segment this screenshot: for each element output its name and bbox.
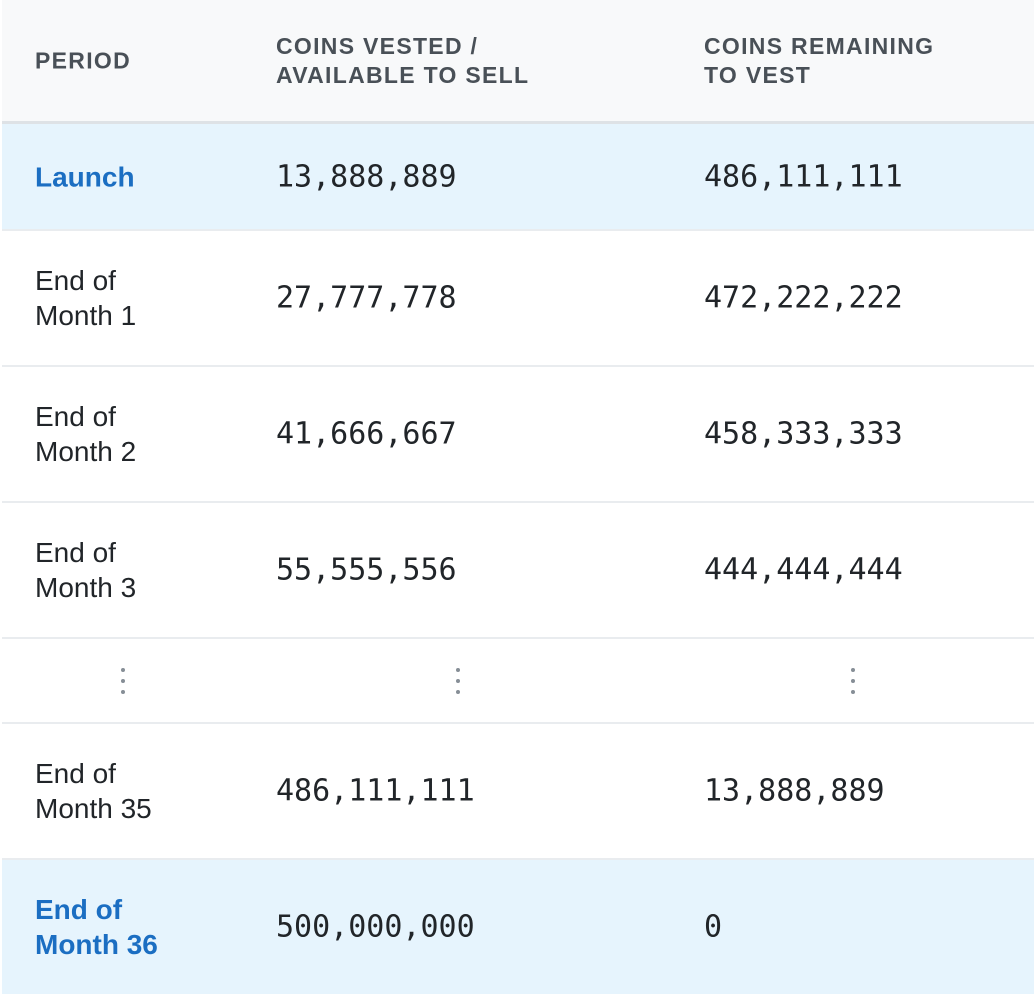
remaining-cell: 472,222,222 [704,280,903,316]
vested-cell: 41,666,667 [276,416,457,452]
table-row-launch: Launch 13,888,889 486,111,111 [2,124,1034,231]
vested-cell: 486,111,111 [276,773,475,809]
period-cell: End of Month 2 [35,399,235,469]
period-cell: End of Month 3 [35,535,235,605]
table-row-month-35: End of Month 35 486,111,111 13,888,889 [2,724,1034,860]
vested-cell: 13,888,889 [276,159,457,194]
vested-cell: 27,777,778 [276,280,457,316]
table-row-month-36: End of Month 36 500,000,000 0 [2,860,1034,994]
period-cell: End of Month 1 [35,263,235,333]
period-label-line1: End of [35,265,116,296]
remaining-cell: 0 [704,909,723,945]
table-header-row: PERIOD COINS VESTED / AVAILABLE TO SELL … [2,0,1034,124]
header-remaining-line1: COINS REMAINING [704,32,935,59]
table-row-month-3: End of Month 3 55,555,556 444,444,444 [2,503,1034,639]
header-period: PERIOD [35,46,235,75]
period-cell: Launch [35,159,235,194]
period-label-line2: Month 1 [35,300,137,331]
period-cell: End of Month 36 [35,892,235,962]
vertical-ellipsis-icon [121,667,125,694]
period-label-line2: Month 36 [35,929,158,960]
header-vested-line2: AVAILABLE TO SELL [276,61,530,88]
period-label-line2: Month 3 [35,572,137,603]
remaining-cell: 444,444,444 [704,552,903,588]
remaining-cell: 458,333,333 [704,416,903,452]
period-label-line1: End of [35,758,116,789]
period-cell: End of Month 35 [35,756,235,826]
period-label: Launch [35,161,135,192]
vested-cell: 55,555,556 [276,552,457,588]
table-row-ellipsis [2,639,1034,724]
period-label-line1: End of [35,537,116,568]
period-label-line2: Month 2 [35,436,137,467]
remaining-cell: 13,888,889 [704,773,885,809]
remaining-cell: 486,111,111 [704,159,903,194]
header-coins-remaining: COINS REMAINING TO VEST [704,32,1024,90]
header-period-label: PERIOD [35,47,131,73]
header-vested-line1: COINS VESTED / [276,32,479,59]
header-remaining-line2: TO VEST [704,61,812,88]
vertical-ellipsis-icon [456,667,460,694]
table-row-month-1: End of Month 1 27,777,778 472,222,222 [2,231,1034,367]
period-label-line1: End of [35,401,116,432]
header-coins-vested: COINS VESTED / AVAILABLE TO SELL [276,32,676,90]
period-label-line1: End of [35,894,123,925]
table-row-month-2: End of Month 2 41,666,667 458,333,333 [2,367,1034,503]
vertical-ellipsis-icon [851,667,855,694]
vested-cell: 500,000,000 [276,909,475,945]
period-label-line2: Month 35 [35,793,152,824]
